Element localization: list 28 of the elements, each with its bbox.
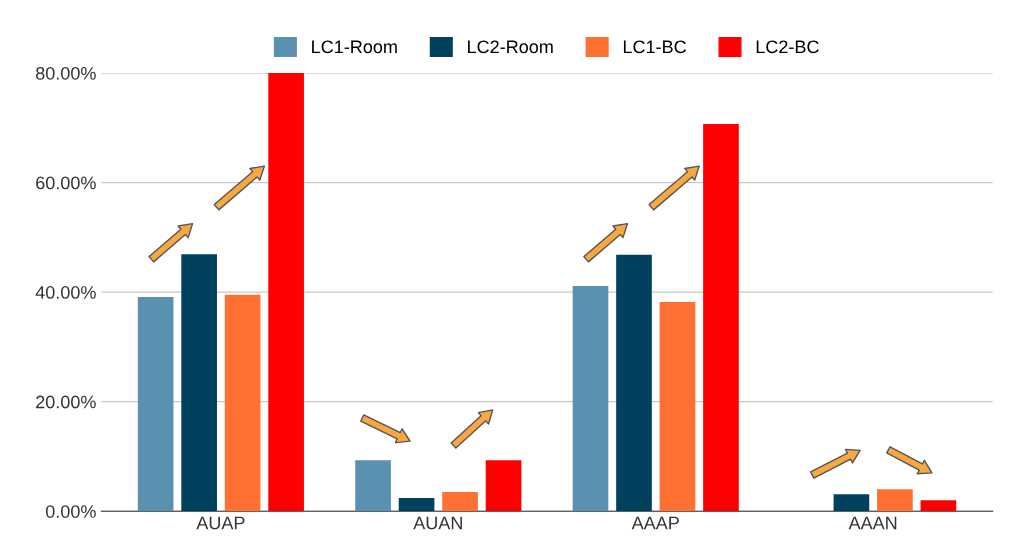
bar [355, 460, 391, 512]
bar [920, 500, 957, 512]
x-tick-label: AAAN [848, 516, 897, 530]
bar [398, 498, 435, 512]
legend-label: LC2-Room [468, 40, 553, 54]
bar [616, 254, 652, 512]
bar [703, 123, 739, 512]
bar [268, 73, 304, 512]
x-tick-label: AAAP [631, 516, 679, 530]
y-tick-label: 60.00% [36, 176, 96, 190]
bar [877, 489, 913, 512]
bar [224, 294, 261, 512]
y-tick-label: 0.00% [45, 505, 96, 518]
bar [137, 297, 174, 512]
bar [485, 460, 522, 512]
legend-label: LC1-Room [312, 40, 397, 54]
bar [181, 254, 217, 512]
bar [572, 286, 609, 512]
x-tick-label: AUAP [196, 516, 245, 530]
y-tick-label: 20.00% [36, 395, 96, 409]
legend-label: LC2-BC [756, 40, 819, 54]
y-tick-label: 80.00% [35, 66, 96, 80]
bar [659, 301, 696, 512]
bar [442, 492, 478, 512]
x-tick-label: AUAN [413, 516, 462, 530]
bar [833, 494, 870, 512]
legend-label: LC1-BC [623, 40, 686, 54]
y-tick-label: 40.00% [35, 286, 96, 299]
